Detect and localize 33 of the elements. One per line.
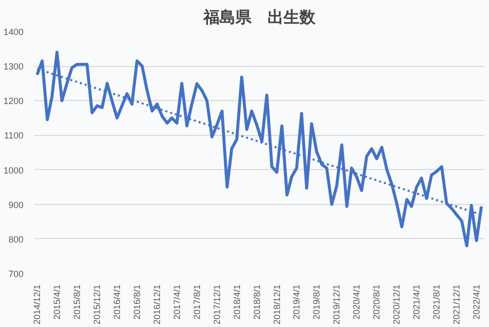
x-tick-label: 2015/8/1 — [72, 284, 82, 320]
x-tick-label: 2021/4/1 — [412, 284, 422, 320]
x-tick-label: 2020/12/1 — [392, 284, 402, 325]
x-tick-label: 2018/4/1 — [232, 284, 242, 320]
x-tick-label: 2019/4/1 — [292, 284, 302, 320]
x-tick-label: 2019/12/1 — [332, 284, 342, 325]
x-tick-label: 2016/4/1 — [112, 284, 122, 320]
x-tick-label: 2016/12/1 — [152, 284, 162, 325]
y-tick-label: 1300 — [3, 62, 24, 72]
x-tick-label: 2022/4/1 — [471, 284, 482, 320]
x-tick-label: 2017/4/1 — [172, 284, 182, 320]
x-tick-label: 2017/8/1 — [192, 284, 202, 320]
x-tick-label: 2021/8/1 — [432, 284, 442, 320]
y-tick-label: 900 — [8, 200, 24, 210]
x-tick-label: 2019/8/1 — [312, 284, 322, 320]
x-tick-label: 2014/12/1 — [32, 284, 42, 325]
x-tick-label: 2015/4/1 — [52, 284, 62, 320]
line-series — [36, 50, 483, 248]
x-tick-label: 2017/12/1 — [212, 284, 222, 325]
x-tick-label: 2018/12/1 — [272, 284, 282, 325]
y-tick-label: 1000 — [3, 165, 24, 176]
x-tick-label: 2016/8/1 — [132, 284, 142, 320]
y-tick-label: 1400 — [3, 27, 24, 37]
x-tick-label: 2021/12/1 — [452, 284, 462, 325]
x-tick-label: 2015/12/1 — [92, 284, 102, 325]
chart-title: 福島県 出生数 — [202, 8, 316, 26]
y-tick-label: 700 — [8, 269, 24, 279]
x-tick-label: 2020/4/1 — [352, 284, 362, 320]
x-tick-label: 2020/8/1 — [372, 284, 382, 320]
y-tick-label: 1100 — [4, 130, 24, 141]
x-tick-label: 2018/8/1 — [252, 284, 262, 320]
y-tick-label: 800 — [8, 234, 24, 244]
y-tick-label: 1200 — [3, 96, 24, 106]
